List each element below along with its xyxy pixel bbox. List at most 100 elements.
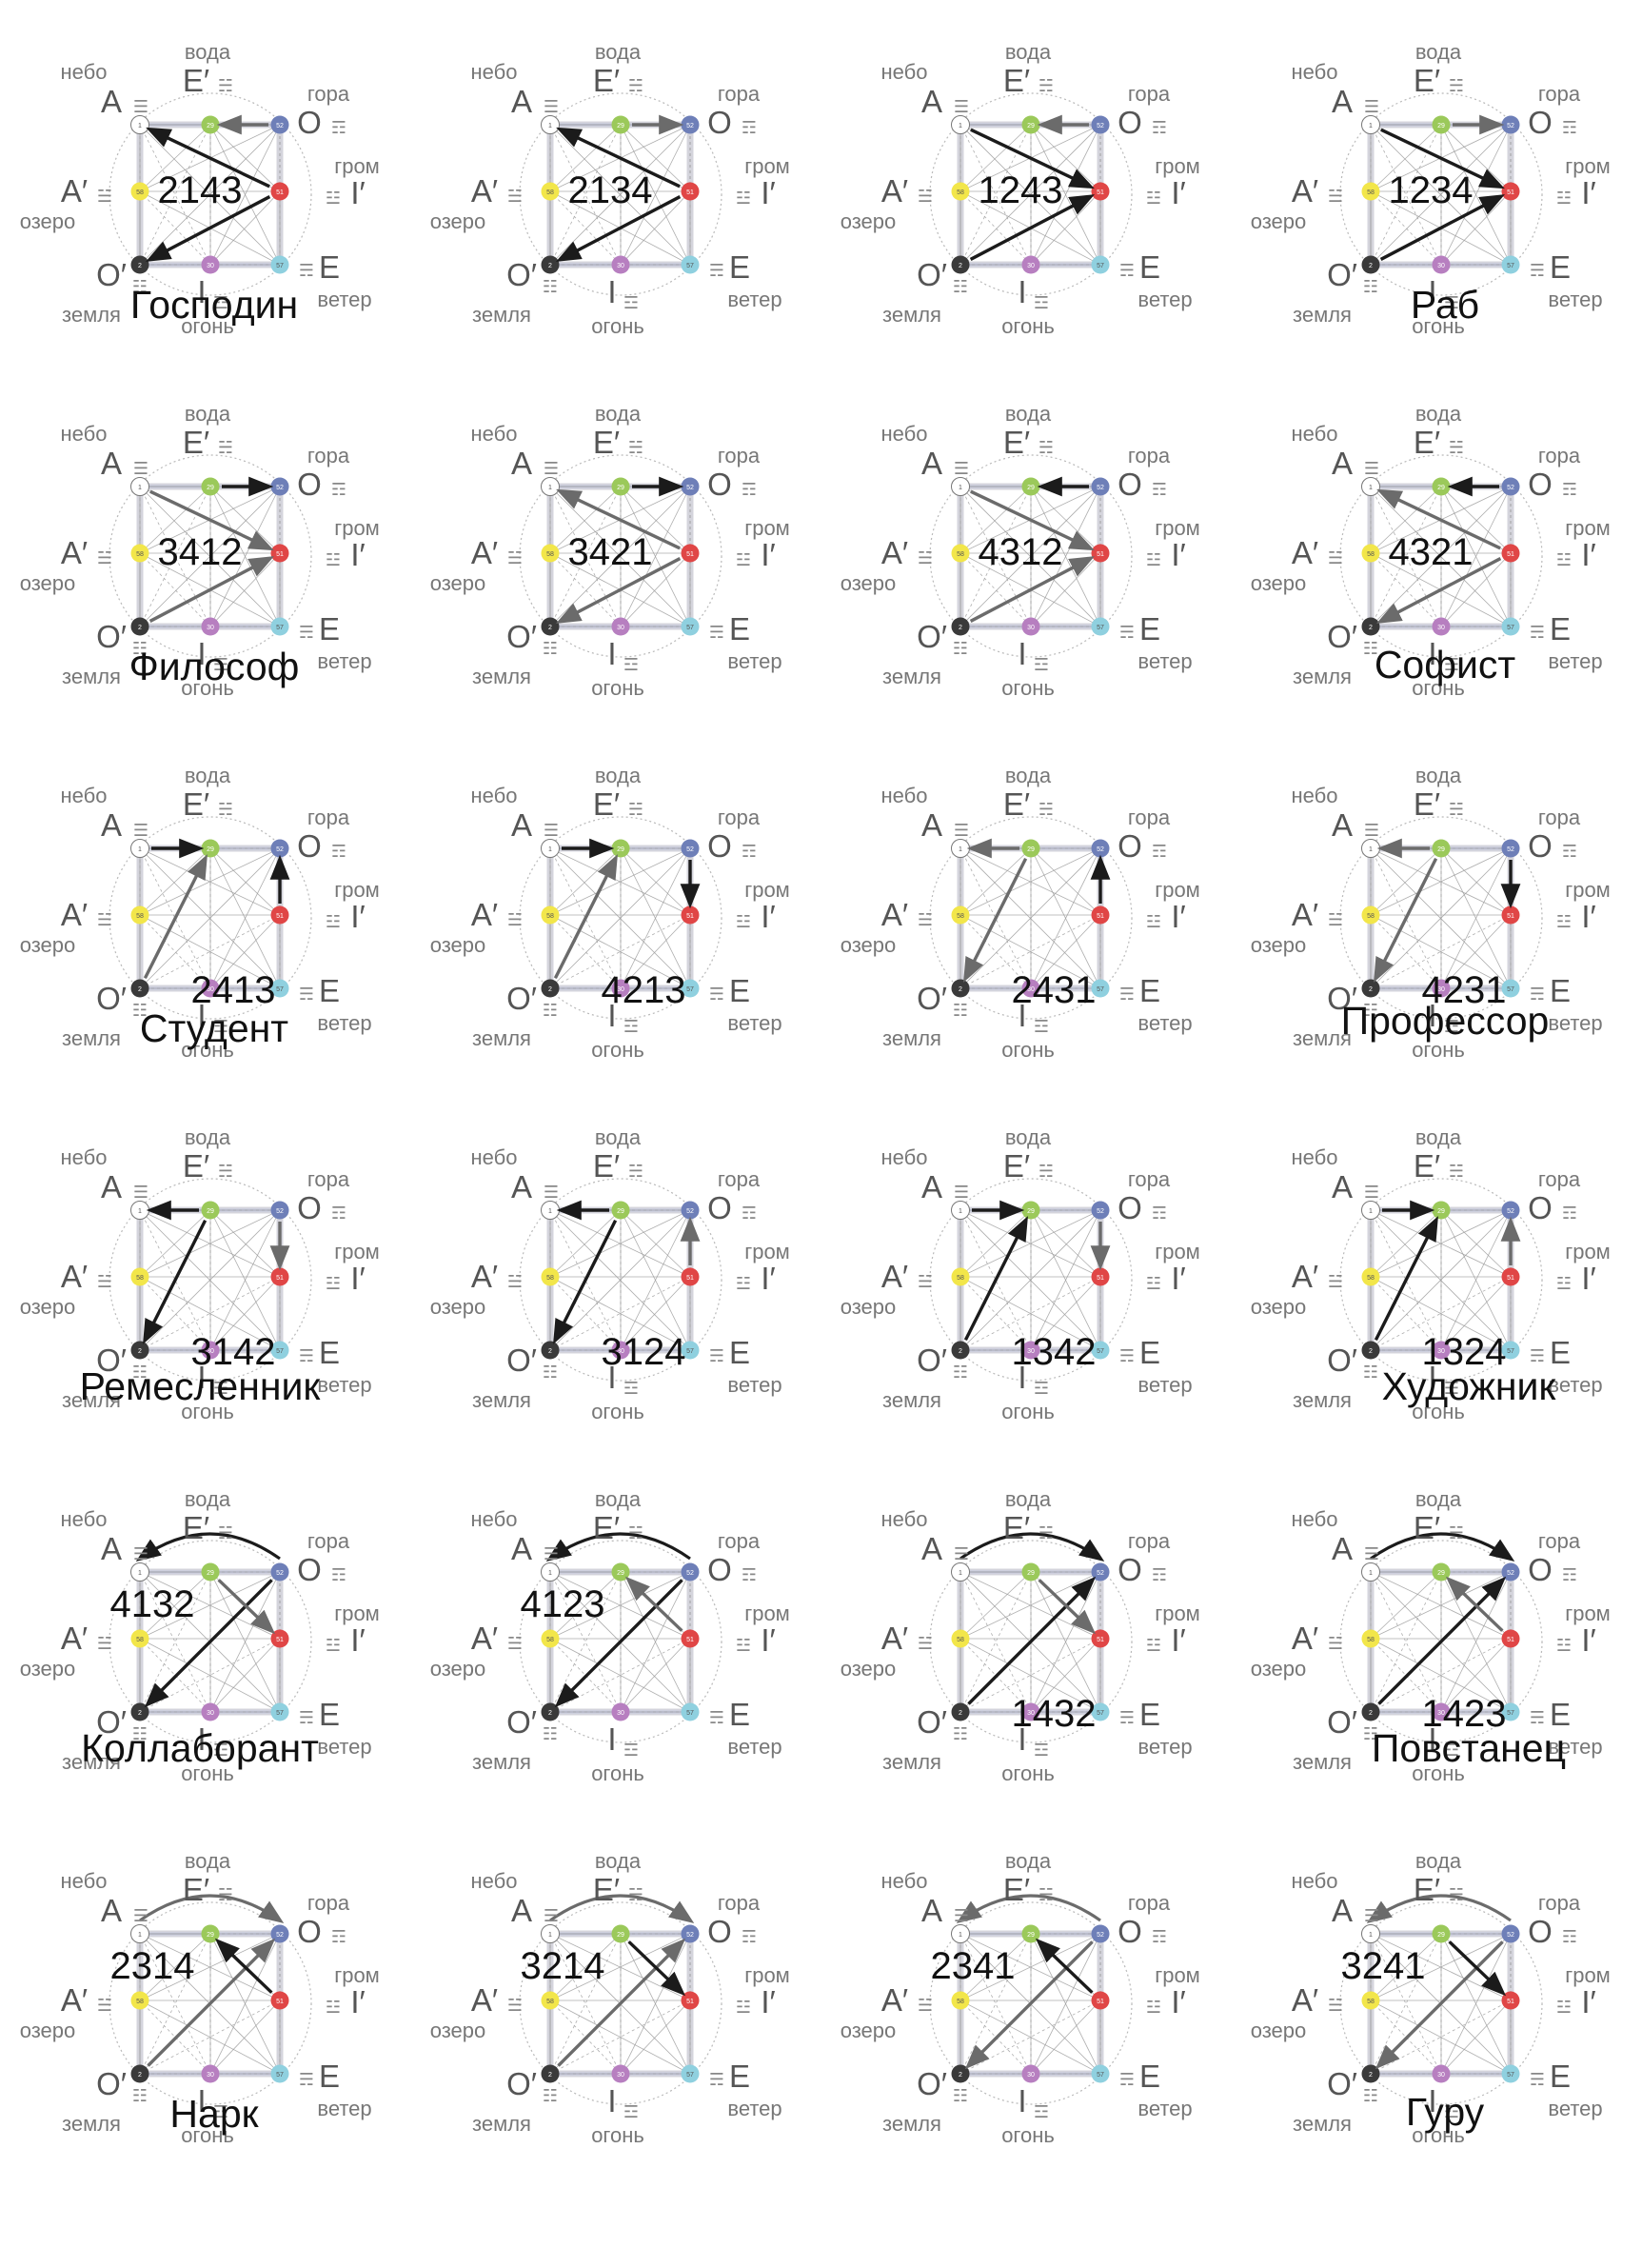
label-o: O [707, 828, 732, 864]
label-i: I [197, 1721, 206, 1757]
trigram-earth: ☷ [543, 1001, 558, 1021]
label-e-prime: E′ [1003, 786, 1030, 822]
label-a: A [511, 1531, 532, 1566]
label-lake: озеро [841, 933, 897, 957]
node-a-prime: 58 [1361, 182, 1380, 201]
arrow-I_prime-O_prime [556, 557, 682, 624]
node-o-prime: 2 [130, 255, 149, 274]
node-o: 52 [681, 1201, 700, 1220]
arrow-O_prime-E_prime [553, 854, 618, 980]
node-o-prime: 2 [951, 1702, 970, 1721]
label-a: A [101, 1169, 122, 1204]
trigram-earth: ☷ [132, 1001, 148, 1021]
arrow-O_prime-E_prime [143, 854, 208, 980]
arrow-E_prime-I_prime [627, 1940, 686, 1997]
outer-circle [109, 1901, 312, 2105]
label-sky: небо [471, 1145, 518, 1169]
trigram-wind: ☴ [1530, 1346, 1545, 1366]
node-o: 52 [1501, 1562, 1520, 1582]
label-earth: земля [882, 1026, 941, 1050]
panel-title: Художник [1382, 1364, 1557, 1408]
node-a: 1 [541, 477, 560, 496]
node-i-prime: 51 [270, 1267, 289, 1286]
label-earth: земля [1293, 303, 1352, 327]
label-sky: небо [61, 422, 108, 446]
node-a-prime: 58 [951, 544, 970, 563]
label-earth: земля [62, 1026, 121, 1050]
node-o: 52 [1091, 1201, 1110, 1220]
node-a-prime: 58 [130, 1629, 149, 1648]
svg-text:30: 30 [617, 2072, 624, 2079]
label-i: I [1428, 2083, 1436, 2119]
outer-circle [519, 816, 722, 1020]
trigram-mountain: ☶ [1562, 480, 1577, 500]
label-lake: озеро [1251, 933, 1307, 957]
svg-text:30: 30 [207, 1348, 214, 1355]
panel-code: 2314 [110, 1945, 195, 1987]
svg-text:29: 29 [207, 485, 214, 491]
panel-4312: 1 29 52 58 51 2 30 57 небо A ☰ вода E′ ☵ гора O ☶ гром ☳ I′… [821, 362, 1231, 740]
label-mountain: гора [718, 82, 761, 106]
svg-text:58: 58 [136, 1637, 144, 1643]
trigram-water: ☵ [1449, 76, 1464, 96]
node-e-prime: 29 [611, 1924, 630, 1943]
label-lake: озеро [841, 2019, 897, 2042]
label-e-prime: E′ [1003, 1872, 1030, 1907]
panel-code: 3214 [521, 1945, 605, 1987]
label-a-prime: A′ [471, 897, 498, 932]
label-fire: огонь [1001, 1761, 1055, 1785]
arrow-E_prime-O_prime [963, 857, 1028, 983]
svg-text:2: 2 [138, 1710, 142, 1717]
panel-title: Коллаборант [81, 1726, 319, 1770]
svg-text:51: 51 [686, 1275, 694, 1282]
outer-circle [929, 1540, 1133, 1743]
trigram-wind: ☴ [1119, 623, 1135, 643]
node-o: 52 [270, 839, 289, 858]
label-o: O [1528, 1190, 1553, 1225]
trigram-thunder: ☳ [326, 912, 341, 932]
label-i: I [197, 636, 206, 671]
svg-text:52: 52 [686, 1932, 694, 1939]
node-a: 1 [1361, 1924, 1380, 1943]
arrow-I_prime-O_prime [1376, 557, 1502, 624]
node-o-prime: 2 [951, 979, 970, 998]
trigram-mountain: ☶ [1152, 118, 1167, 138]
arrow-O-O_prime [964, 1940, 1094, 2070]
node-a: 1 [951, 1201, 970, 1220]
label-lake: озеро [20, 933, 76, 957]
node-a: 1 [541, 1924, 560, 1943]
trigram-fire: ☲ [213, 655, 228, 675]
label-sky: небо [61, 1145, 108, 1169]
label-o-prime: O′ [917, 981, 947, 1016]
node-i: 30 [611, 617, 630, 636]
arrow-O_prime-O [1377, 1576, 1507, 1705]
label-a-prime: A′ [881, 897, 908, 932]
svg-text:1: 1 [959, 1570, 962, 1577]
label-water: вода [595, 1125, 642, 1149]
trigram-thunder: ☳ [326, 1636, 341, 1656]
svg-text:30: 30 [1027, 1710, 1035, 1717]
svg-text:30: 30 [617, 986, 624, 993]
label-e-prime: E′ [183, 1148, 209, 1184]
arrow-I_prime-E_prime [1035, 1938, 1094, 1994]
svg-text:29: 29 [1027, 846, 1035, 853]
label-earth: земля [882, 2112, 941, 2136]
node-o-prime: 2 [1361, 979, 1380, 998]
label-fire: огонь [1412, 1400, 1465, 1423]
trigram-wind: ☴ [1119, 1708, 1135, 1728]
trigram-lake: ☱ [918, 548, 933, 568]
label-a: A [1332, 1531, 1353, 1566]
trigram-water: ☵ [1039, 76, 1054, 96]
label-o: O [1528, 467, 1553, 502]
panel-title: Господин [130, 283, 298, 327]
svg-text:30: 30 [1437, 1348, 1445, 1355]
panel-4123: 1 29 52 58 51 2 30 57 небо A ☰ вода E′ ☵ гора O ☶ гром ☳ I′… [410, 1447, 821, 1825]
label-fire: огонь [1001, 676, 1055, 700]
trigram-mountain: ☶ [1562, 1565, 1577, 1585]
trigram-lake: ☱ [918, 1996, 933, 2016]
label-earth: земля [1293, 1026, 1352, 1050]
label-thunder: гром [1155, 1602, 1200, 1625]
